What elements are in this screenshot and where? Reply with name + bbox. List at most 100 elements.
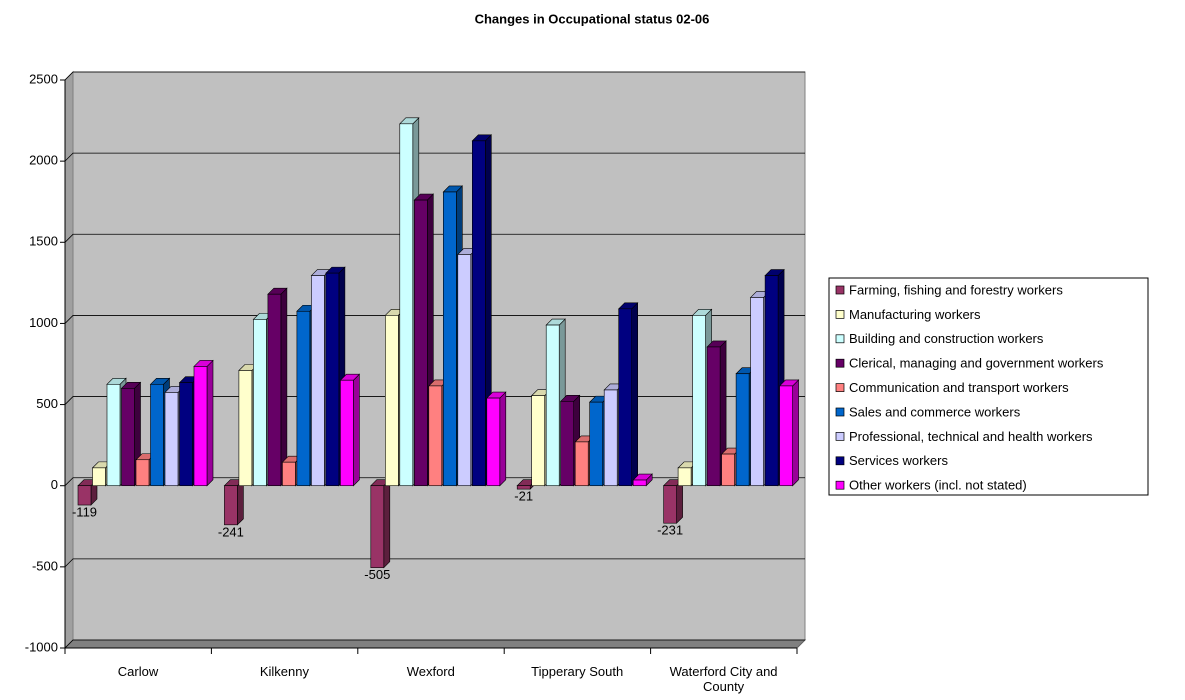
bar	[325, 272, 340, 487]
bar	[442, 191, 457, 487]
grid-line	[64, 233, 805, 243]
bar	[238, 370, 253, 487]
grid-line	[64, 71, 805, 81]
legend-label: Clerical, managing and government worker…	[849, 356, 1104, 371]
bar-side	[280, 287, 288, 487]
bar	[179, 382, 193, 487]
x-tick-label: Waterford City and County	[669, 664, 778, 694]
legend-swatch	[835, 480, 845, 490]
legend-swatch	[835, 334, 845, 344]
bar	[677, 467, 692, 487]
legend-label: Other workers (incl. not stated)	[849, 478, 1027, 493]
legend	[828, 277, 1149, 496]
bar	[282, 461, 296, 487]
bar-side	[792, 379, 799, 487]
bar	[296, 310, 311, 487]
bar	[164, 392, 179, 487]
bar-side	[353, 373, 360, 487]
x-tick-label: Wexford	[406, 664, 455, 679]
bar	[574, 441, 589, 487]
bar	[618, 308, 633, 487]
grid-line	[64, 152, 805, 162]
bar-side	[631, 302, 639, 487]
bar	[413, 199, 428, 487]
data-label: -241	[218, 524, 244, 539]
legend-swatch	[835, 456, 845, 466]
legend-swatch	[835, 285, 845, 295]
legend-swatch	[835, 310, 845, 319]
bar	[531, 395, 546, 487]
bar	[193, 366, 208, 487]
legend-swatch	[835, 358, 845, 368]
data-label: -505	[364, 567, 390, 582]
side-wall	[64, 70, 74, 650]
bar-side	[383, 478, 391, 569]
bar	[735, 373, 750, 487]
legend-label: Building and construction workers	[849, 331, 1044, 346]
bar	[77, 485, 92, 506]
grid-line	[64, 639, 805, 649]
bar	[150, 383, 164, 487]
bar	[224, 485, 238, 526]
bar	[121, 388, 135, 487]
bar	[706, 346, 721, 487]
bar	[603, 389, 618, 487]
y-tick-label: 500	[36, 396, 58, 411]
bar	[384, 315, 399, 487]
bar	[428, 385, 443, 487]
floor	[63, 639, 807, 649]
data-label: -231	[657, 523, 683, 538]
chart-title: Changes in Occupational status 02-06	[475, 11, 710, 26]
bar	[589, 401, 604, 487]
legend-label: Services workers	[849, 453, 948, 468]
legend-label: Farming, fishing and forestry workers	[849, 282, 1063, 297]
bar	[779, 385, 793, 487]
bar	[560, 401, 575, 487]
bar	[135, 459, 150, 487]
bar	[399, 123, 414, 487]
y-tick-label: 2000	[29, 153, 58, 168]
legend-swatch	[835, 383, 845, 392]
bar	[311, 275, 325, 487]
legend-swatch	[835, 432, 845, 441]
y-tick-label: -1000	[25, 639, 58, 654]
bar	[545, 324, 560, 487]
y-tick-label: -500	[32, 558, 58, 573]
x-tick-label: Tipperary South	[531, 664, 624, 679]
y-tick-label: 1500	[29, 234, 58, 249]
grid-line	[64, 558, 805, 568]
bar	[106, 383, 121, 487]
y-tick-label: 0	[51, 477, 58, 492]
x-tick-label: Kilkenny	[259, 664, 309, 679]
data-label: -21	[514, 489, 533, 504]
bar-side	[499, 391, 507, 487]
bar-side	[206, 359, 214, 487]
data-label: -119	[72, 504, 97, 519]
bar	[750, 297, 764, 487]
legend-swatch	[835, 407, 845, 417]
bar	[692, 315, 706, 487]
bar	[370, 485, 385, 568]
bar	[253, 319, 267, 487]
y-tick-label: 2500	[29, 71, 58, 86]
bar	[764, 275, 779, 487]
bar	[721, 453, 735, 487]
bar	[486, 397, 501, 487]
bar	[632, 479, 647, 487]
bar	[457, 254, 472, 487]
legend-label: Communication and transport workers	[849, 380, 1069, 395]
bar	[267, 293, 282, 487]
bar	[471, 140, 486, 487]
grid-line	[64, 315, 805, 324]
bar	[340, 379, 354, 487]
bar	[92, 467, 106, 487]
bar-side	[237, 478, 244, 526]
bar	[516, 485, 531, 490]
legend-label: Manufacturing workers	[849, 307, 981, 322]
legend-label: Sales and commerce workers	[849, 404, 1021, 419]
legend-label: Professional, technical and health worke…	[849, 429, 1093, 444]
y-tick-label: 1000	[29, 315, 58, 330]
bar-side	[676, 478, 683, 524]
